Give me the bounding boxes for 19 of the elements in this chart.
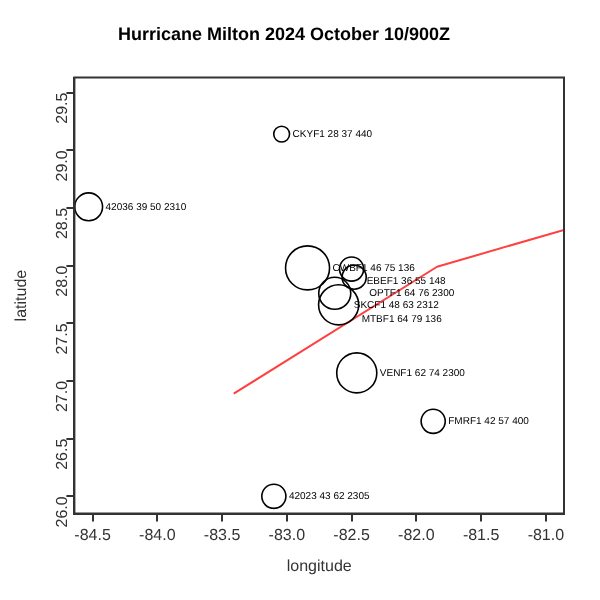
- x-tick-label: -81.5: [462, 525, 501, 544]
- x-axis-title: longitude: [286, 556, 353, 575]
- y-tick-label: 29.5: [52, 91, 71, 124]
- x-tick-label: -83.0: [268, 525, 307, 544]
- y-tick-label: 28.5: [52, 206, 71, 240]
- y-tick-label: 26.0: [52, 495, 71, 528]
- y-axis-title: latitude: [12, 268, 31, 322]
- x-tick-label: -82.5: [333, 525, 371, 544]
- y-tick-label: 28.0: [52, 264, 71, 297]
- chart-title: Hurricane Milton 2024 October 10/900Z: [117, 23, 452, 44]
- x-tick-label: -84.5: [74, 525, 112, 544]
- x-tick-label: -81.0: [527, 525, 566, 544]
- y-tick-label: 26.5: [52, 437, 71, 470]
- y-tick-label: 29.0: [52, 149, 71, 182]
- y-tick-label: 27.0: [52, 379, 71, 413]
- x-tick-label: -83.5: [203, 525, 242, 544]
- x-tick-label: -82.0: [398, 525, 436, 544]
- y-tick-label: 27.5: [52, 322, 71, 355]
- x-tick-label: -84.0: [139, 525, 177, 544]
